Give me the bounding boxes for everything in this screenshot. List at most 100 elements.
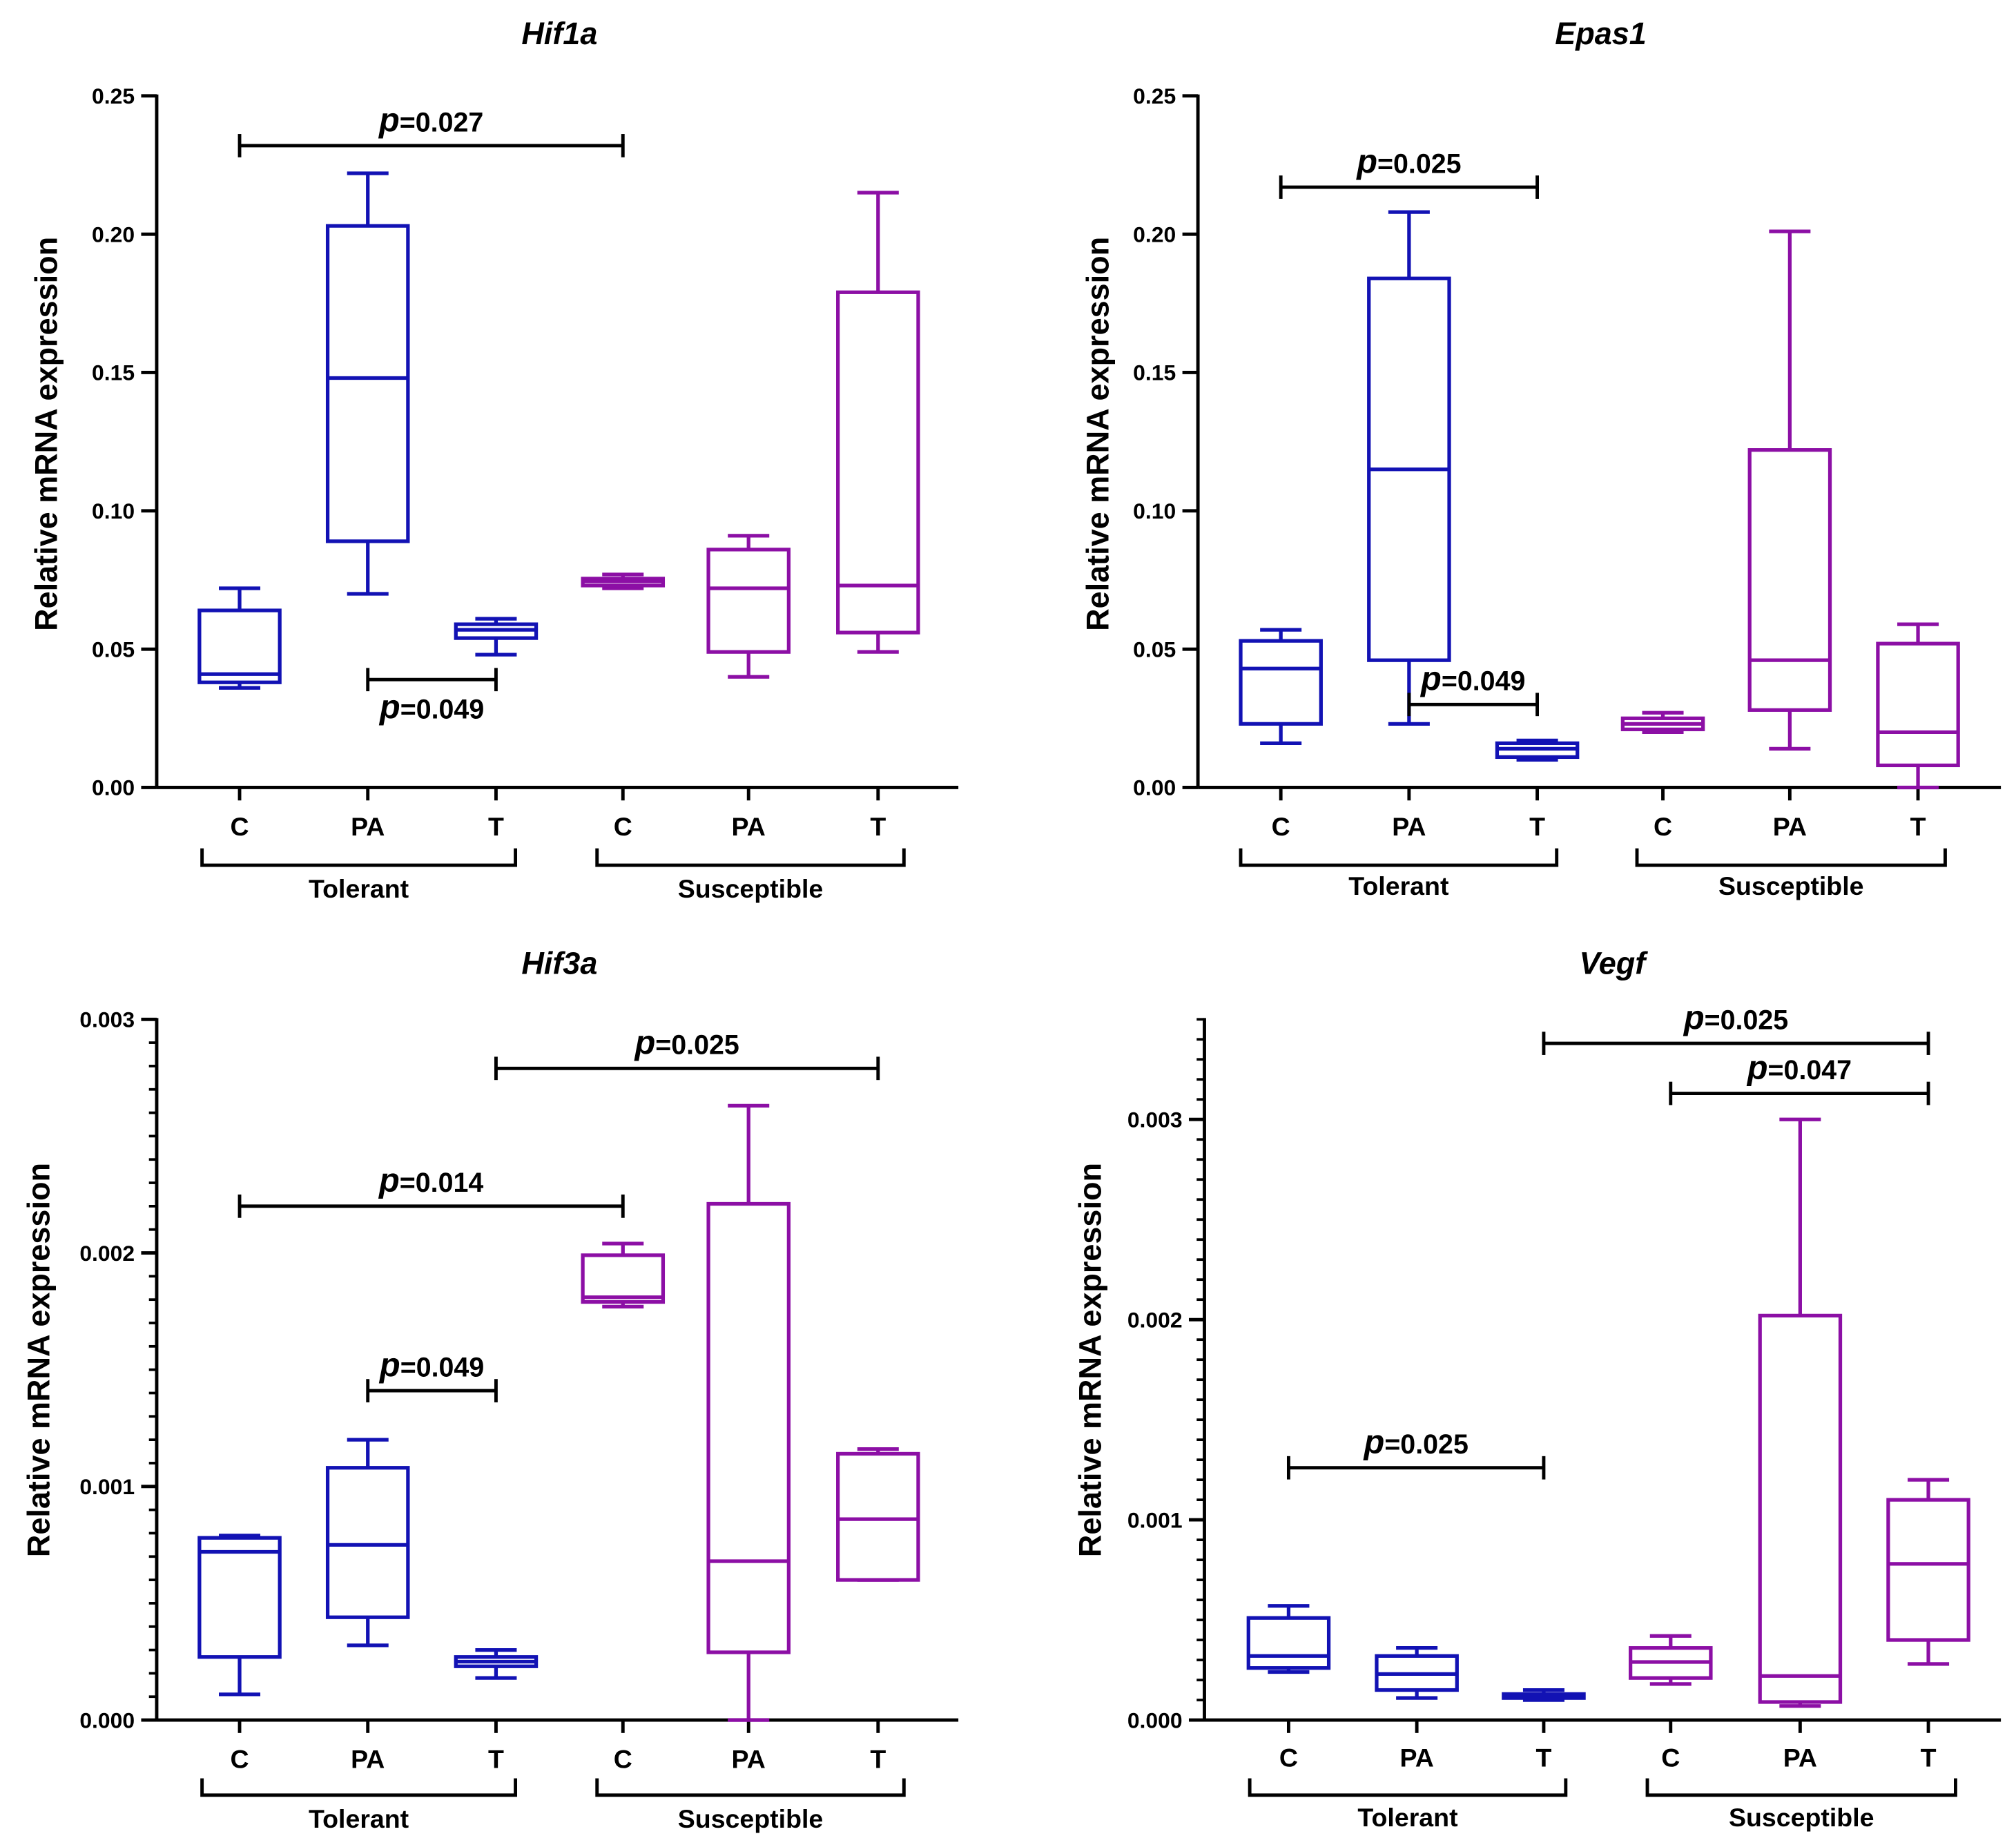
box-susceptible-c (581, 1241, 666, 1308)
box-tolerant-c (1246, 1604, 1331, 1674)
p-value: =0.047 (1768, 1055, 1852, 1085)
x-tick-label: PA (732, 1744, 766, 1773)
box-tolerant-c (1239, 628, 1323, 746)
group-label: Susceptible (678, 1804, 823, 1833)
x-tick-label: T (1529, 812, 1545, 841)
x-tick-label: C (1272, 812, 1290, 841)
box-tolerant-t (454, 617, 539, 657)
group-label: Tolerant (1348, 871, 1449, 900)
x-tick-label: T (1921, 1743, 1937, 1772)
p-symbol: p (1355, 143, 1377, 180)
box-iqr (1747, 448, 1832, 712)
group-bracket (200, 848, 518, 867)
y-axis-label: Relative mRNA expression (1080, 237, 1116, 631)
x-tick-label: C (1661, 1743, 1680, 1772)
significance-label: p=0.049 (378, 688, 484, 726)
significance-label: p=0.049 (378, 1346, 484, 1384)
y-tick-label: 0.00 (1133, 775, 1176, 800)
box-iqr (325, 1466, 410, 1619)
significance-label: p=0.025 (633, 1025, 739, 1062)
x-tick-label: PA (732, 812, 766, 841)
box-tolerant-t (454, 1647, 539, 1680)
chart-title: Hif3a (521, 946, 597, 981)
x-tick-label: PA (1783, 1743, 1817, 1772)
box-tolerant-pa (325, 1438, 410, 1647)
x-tick-label: T (488, 1744, 504, 1773)
y-tick-label: 0.10 (1133, 499, 1176, 523)
y-tick-label: 0.00 (92, 775, 135, 800)
chart-title: Vegf (1579, 946, 1648, 981)
y-tick-label: 0.000 (79, 1708, 135, 1732)
y-tick-label: 0.15 (1133, 360, 1176, 385)
p-value: =0.049 (400, 1352, 485, 1382)
y-tick-label: 0.25 (1133, 84, 1176, 108)
y-tick-label: 0.15 (92, 360, 135, 385)
box-susceptible-c (581, 572, 666, 590)
p-symbol: p (1683, 999, 1705, 1036)
y-axis-label: Relative mRNA expression (1072, 1163, 1107, 1557)
group-bracket (1635, 848, 1947, 867)
group-label: Tolerant (309, 874, 409, 903)
significance-bracket: p=0.025 (494, 1025, 880, 1081)
x-tick-label: T (1910, 812, 1926, 841)
y-tick-label: 0.10 (92, 499, 135, 523)
chart-title: Hif1a (521, 16, 597, 51)
p-symbol: p (378, 1346, 400, 1384)
significance-bracket: p=0.049 (366, 668, 498, 726)
significance-label: p=0.047 (1746, 1050, 1852, 1087)
y-tick-label: 0.20 (92, 222, 135, 247)
significance-label: p=0.014 (378, 1162, 483, 1199)
group-label: Tolerant (309, 1804, 409, 1833)
box-susceptible-pa (1747, 229, 1832, 751)
chart-panel-hif1a: Hif1a Relative mRNA expression 0.00 0.05 0.1… (29, 16, 959, 903)
box-susceptible-pa (1758, 1117, 1843, 1708)
group-label: Tolerant (1357, 1803, 1458, 1832)
x-tick-label: C (614, 812, 632, 841)
significance-bracket: p=0.025 (1542, 999, 1930, 1055)
p-value: =0.025 (1384, 1429, 1469, 1460)
p-value: =0.014 (400, 1168, 484, 1198)
x-tick-label: PA (1773, 812, 1807, 841)
p-value: =0.049 (1442, 666, 1526, 697)
p-symbol: p (1419, 661, 1442, 698)
box-susceptible-t (836, 1447, 920, 1582)
group-label: Susceptible (1718, 871, 1863, 900)
p-symbol: p (633, 1025, 655, 1062)
chart-panel-vegf: Vegf Relative mRNA expression 0.000 0.001 0.… (1072, 946, 2002, 1832)
y-tick-label: 0.003 (1127, 1107, 1183, 1132)
x-tick-label: T (870, 812, 886, 841)
box-iqr (1239, 639, 1323, 726)
y-tick-label: 0.05 (1133, 637, 1176, 661)
box-iqr (197, 1536, 282, 1659)
box-iqr (836, 1451, 920, 1582)
group-bracket (200, 1778, 518, 1797)
group-label: Susceptible (678, 874, 823, 903)
significance-label: p=0.049 (1419, 661, 1525, 698)
x-tick-label: C (1654, 812, 1672, 841)
y-axis-label: Relative mRNA expression (21, 1163, 56, 1557)
p-value: =0.025 (655, 1030, 739, 1061)
box-iqr (706, 548, 791, 654)
box-tolerant-pa (325, 171, 410, 596)
y-tick-label: 0.000 (1127, 1708, 1183, 1732)
group-bracket (1239, 848, 1559, 867)
p-value: =0.025 (1705, 1005, 1789, 1035)
group-bracket (595, 1778, 906, 1797)
box-iqr (836, 290, 920, 635)
box-susceptible-pa (706, 534, 791, 679)
box-iqr (197, 608, 282, 684)
group-bracket (1248, 1778, 1568, 1797)
significance-bracket: p=0.047 (1669, 1050, 1930, 1105)
p-symbol: p (378, 102, 400, 139)
box-tolerant-pa (1367, 210, 1451, 726)
p-symbol: p (378, 688, 400, 726)
significance-label: p=0.025 (1683, 999, 1788, 1036)
chart-panel-epas1: Epas1 Relative mRNA expression 0.00 0.05 0.1… (1080, 16, 2002, 900)
significance-bracket: p=0.025 (1279, 143, 1540, 199)
p-value: =0.027 (400, 107, 484, 137)
x-tick-label: T (1535, 1743, 1551, 1772)
y-tick-label: 0.25 (92, 84, 135, 108)
x-tick-label: C (1279, 1743, 1298, 1772)
p-symbol: p (378, 1162, 400, 1199)
